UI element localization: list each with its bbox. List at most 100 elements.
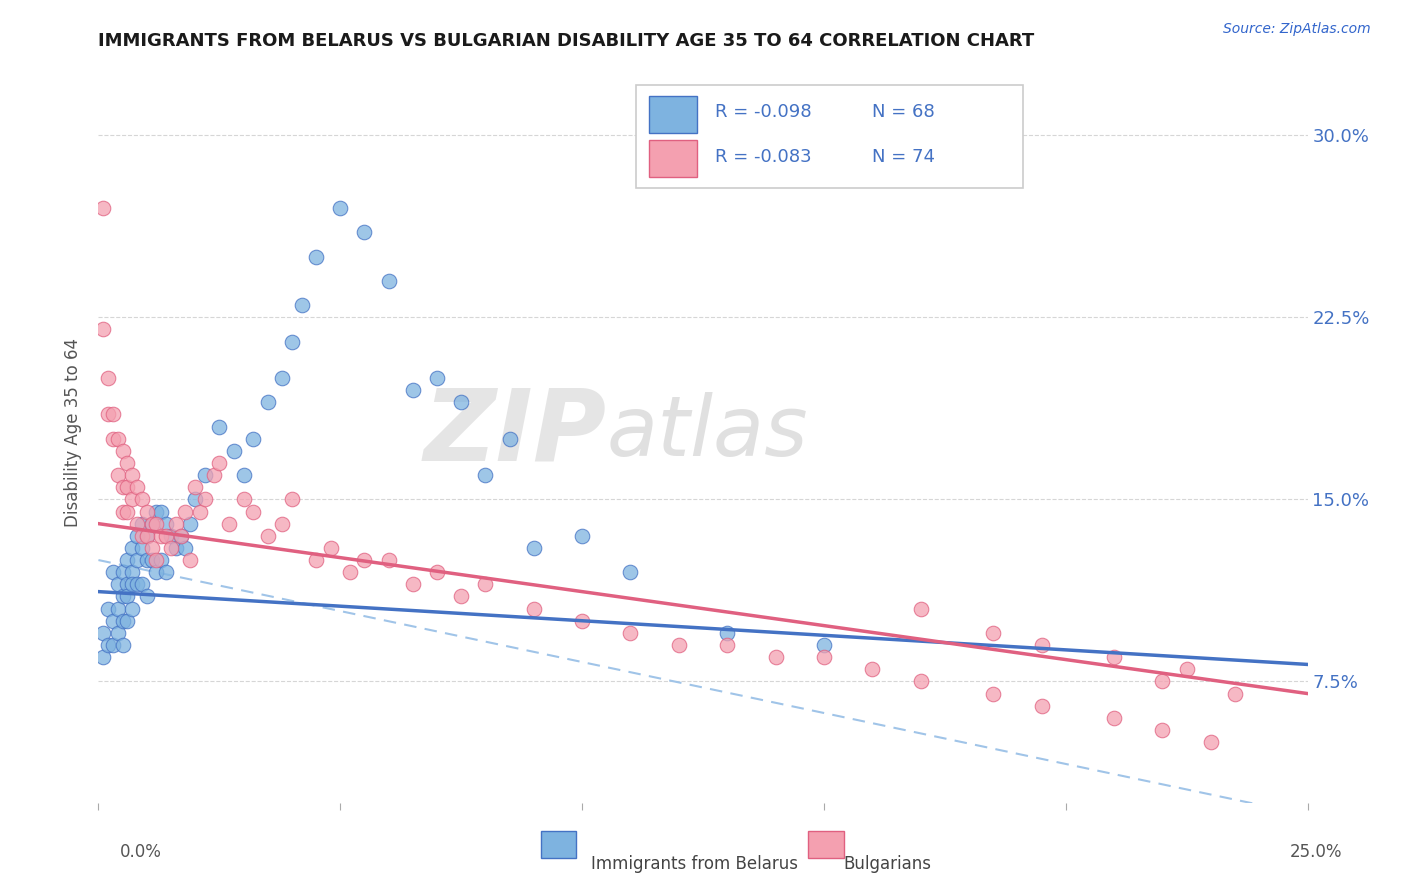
Point (111, 590, 134, 604)
Point (523, 541, 546, 555)
Point (117, 456, 139, 470)
Point (329, 201, 352, 215)
Point (174, 541, 197, 555)
Point (523, 601, 546, 615)
Point (232, 468, 254, 483)
Text: Bulgarians: Bulgarians (844, 855, 932, 872)
Text: atlas: atlas (606, 392, 808, 473)
Point (716, 626, 738, 640)
Point (131, 516, 153, 531)
Point (184, 492, 207, 507)
FancyBboxPatch shape (637, 85, 1024, 188)
Point (281, 334, 304, 349)
Point (127, 553, 149, 567)
Point (165, 516, 187, 531)
Point (450, 590, 472, 604)
Point (339, 565, 361, 579)
Point (111, 480, 134, 494)
Point (208, 419, 231, 434)
Point (117, 504, 139, 518)
Point (208, 456, 231, 470)
Point (402, 383, 425, 397)
Point (91, 201, 114, 215)
Point (101, 408, 124, 422)
Point (131, 577, 153, 591)
Text: Immigrants from Belarus: Immigrants from Belarus (591, 855, 797, 872)
Point (101, 638, 124, 652)
Point (619, 565, 641, 579)
Point (155, 529, 177, 543)
Point (1102, 711, 1125, 725)
Point (141, 516, 163, 531)
Point (450, 395, 472, 409)
Point (117, 590, 139, 604)
Point (353, 553, 375, 567)
Point (145, 565, 167, 579)
Point (107, 626, 129, 640)
Point (127, 529, 149, 543)
Point (150, 529, 173, 543)
Point (107, 577, 129, 591)
Point (498, 432, 520, 446)
Point (117, 614, 139, 628)
Point (179, 516, 201, 531)
Point (160, 541, 183, 555)
Point (271, 516, 294, 531)
Text: Source: ZipAtlas.com: Source: ZipAtlas.com (1223, 22, 1371, 37)
Point (271, 371, 294, 385)
Point (117, 480, 139, 494)
Point (426, 565, 449, 579)
Point (1199, 735, 1222, 749)
Point (121, 601, 143, 615)
Point (155, 565, 177, 579)
Point (319, 541, 342, 555)
Point (305, 553, 328, 567)
Point (107, 601, 129, 615)
Point (131, 529, 153, 543)
Text: R = -0.098: R = -0.098 (716, 103, 811, 121)
Point (174, 504, 197, 518)
Point (353, 225, 375, 239)
Point (1031, 638, 1053, 652)
Point (1031, 698, 1053, 713)
Point (141, 541, 163, 555)
Point (111, 443, 134, 458)
Point (101, 614, 124, 628)
Point (571, 614, 593, 628)
Point (179, 553, 201, 567)
Point (981, 687, 1004, 701)
Point (135, 590, 157, 604)
Point (131, 541, 153, 555)
Point (377, 553, 399, 567)
Point (426, 371, 449, 385)
Point (131, 492, 153, 507)
Point (218, 516, 240, 531)
Point (169, 529, 191, 543)
Point (1152, 674, 1174, 689)
Point (91, 322, 114, 336)
Point (135, 529, 157, 543)
Point (150, 504, 173, 518)
Point (765, 650, 787, 665)
Text: 25.0%: 25.0% (1291, 843, 1343, 861)
Point (121, 577, 143, 591)
Text: 0.0%: 0.0% (120, 843, 162, 861)
Point (97, 371, 120, 385)
Point (111, 638, 134, 652)
Point (184, 480, 207, 494)
Point (813, 650, 835, 665)
Point (668, 638, 690, 652)
Point (150, 553, 173, 567)
Point (91, 626, 114, 640)
Point (97, 601, 120, 615)
Point (121, 468, 143, 483)
Point (194, 468, 217, 483)
Point (402, 577, 425, 591)
Point (1152, 723, 1174, 737)
Text: N = 74: N = 74 (872, 147, 935, 166)
Point (117, 553, 139, 567)
Point (135, 504, 157, 518)
Point (141, 516, 163, 531)
Point (160, 529, 183, 543)
Point (135, 529, 157, 543)
